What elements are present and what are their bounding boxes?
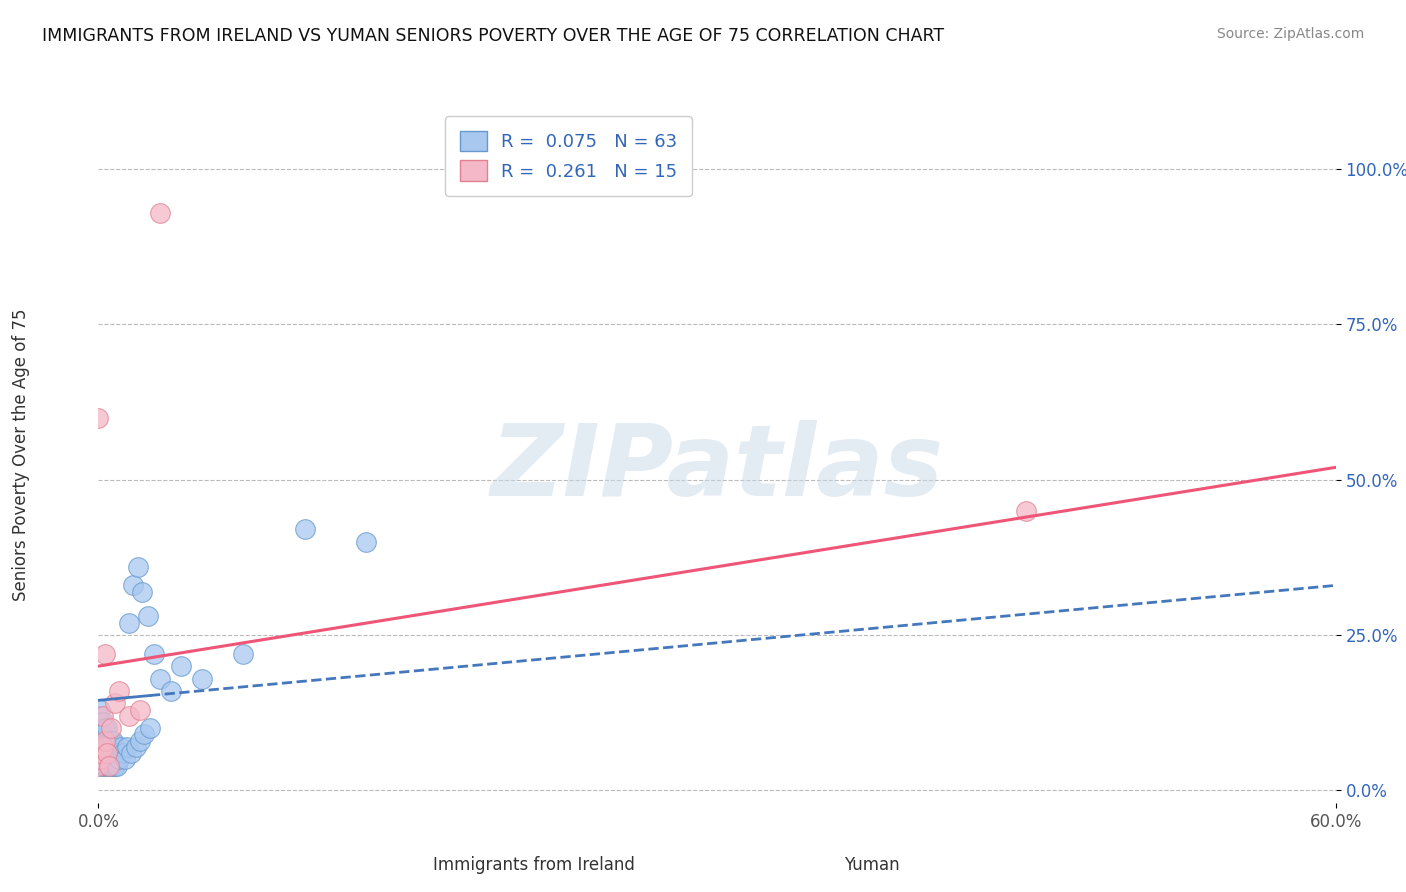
Point: [91, 727, 114, 741]
Point: [89, 714, 111, 729]
Point: [87, 733, 110, 747]
Point: [97, 758, 120, 772]
Point: [127, 559, 149, 574]
Text: Immigrants from Ireland: Immigrants from Ireland: [433, 855, 636, 873]
Point: [101, 758, 124, 772]
Point: [232, 647, 254, 661]
Point: [96, 746, 118, 760]
Point: [104, 746, 127, 760]
Point: [93, 739, 115, 754]
Point: [96, 733, 118, 747]
Point: [356, 534, 378, 549]
Point: [100, 758, 122, 772]
Legend: R =  0.075   N = 63, R =  0.261   N = 15: R = 0.075 N = 63, R = 0.261 N = 15: [446, 116, 692, 195]
Point: [93, 758, 115, 772]
Point: [105, 758, 128, 772]
Point: [89, 727, 111, 741]
Point: [149, 205, 172, 219]
Point: [159, 684, 181, 698]
Point: [87, 758, 110, 772]
Point: [93, 752, 115, 766]
Point: [112, 746, 135, 760]
Point: [89, 746, 111, 760]
Point: [120, 746, 142, 760]
Point: [100, 733, 122, 747]
Point: [1015, 504, 1038, 518]
Text: Yuman: Yuman: [844, 855, 900, 873]
Point: [89, 739, 111, 754]
Point: [104, 697, 127, 711]
Point: [87, 410, 110, 425]
Point: [105, 746, 128, 760]
Point: [131, 584, 153, 599]
Point: [122, 578, 145, 592]
Point: [128, 733, 150, 747]
Point: [108, 752, 131, 766]
Point: [89, 746, 111, 760]
Point: [87, 727, 110, 741]
Text: ZIPatlas: ZIPatlas: [491, 420, 943, 517]
Point: [101, 733, 124, 747]
Point: [96, 746, 118, 760]
Point: [100, 746, 122, 760]
Point: [89, 733, 111, 747]
Point: [97, 758, 120, 772]
Point: [97, 746, 120, 760]
Point: [91, 714, 114, 729]
Point: [89, 703, 111, 717]
Point: [190, 672, 212, 686]
Point: [93, 647, 115, 661]
Point: [96, 758, 118, 772]
Point: [101, 746, 124, 760]
Point: [91, 708, 114, 723]
Point: [294, 523, 316, 537]
Point: [118, 708, 141, 723]
Point: [91, 758, 114, 772]
Point: [149, 672, 172, 686]
Text: Seniors Poverty Over the Age of 75: Seniors Poverty Over the Age of 75: [13, 309, 30, 601]
Point: [89, 752, 111, 766]
Point: [139, 721, 162, 735]
Point: [117, 739, 139, 754]
Point: [93, 733, 115, 747]
Point: [114, 752, 136, 766]
Point: [87, 708, 110, 723]
Point: [89, 758, 111, 772]
Point: [100, 721, 122, 735]
Point: [96, 721, 118, 735]
Point: [87, 739, 110, 754]
Point: [93, 721, 115, 735]
Point: [110, 739, 132, 754]
Point: [118, 615, 141, 630]
Point: [128, 703, 150, 717]
Point: [108, 684, 131, 698]
Point: [124, 739, 146, 754]
Point: [93, 733, 115, 747]
Point: [104, 758, 127, 772]
Point: [91, 746, 114, 760]
Point: [136, 609, 159, 624]
Point: [97, 733, 120, 747]
Point: [87, 752, 110, 766]
Text: IMMIGRANTS FROM IRELAND VS YUMAN SENIORS POVERTY OVER THE AGE OF 75 CORRELATION : IMMIGRANTS FROM IRELAND VS YUMAN SENIORS…: [42, 27, 945, 45]
Point: [143, 647, 166, 661]
Point: [91, 739, 114, 754]
Text: Source: ZipAtlas.com: Source: ZipAtlas.com: [1216, 27, 1364, 41]
Point: [91, 739, 114, 754]
Point: [87, 721, 110, 735]
Point: [170, 659, 193, 673]
Point: [132, 727, 155, 741]
